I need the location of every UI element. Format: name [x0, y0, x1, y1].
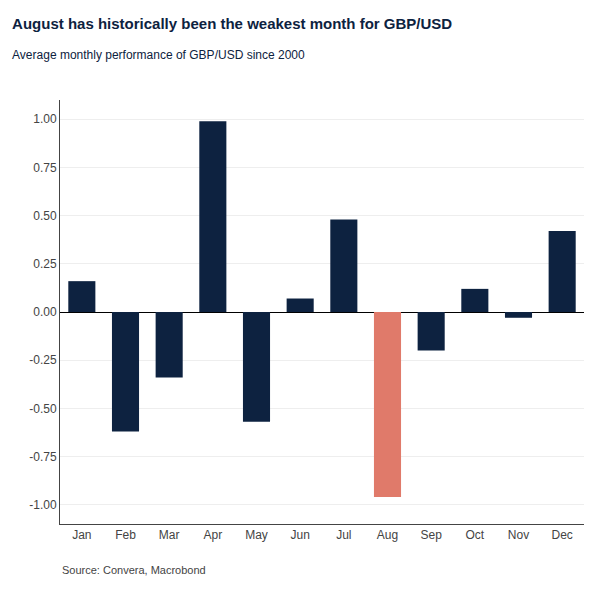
svg-text:0.00: 0.00: [33, 305, 57, 319]
svg-text:Sep: Sep: [420, 528, 442, 542]
svg-text:-0.50: -0.50: [29, 402, 57, 416]
svg-text:Average monthly performance of: Average monthly performance of GBP/USD s…: [12, 48, 305, 62]
svg-text:-1.00: -1.00: [29, 498, 57, 512]
svg-text:August has historically been t: August has historically been the weakest…: [12, 15, 452, 32]
svg-text:Jul: Jul: [336, 528, 351, 542]
svg-text:1.00: 1.00: [33, 112, 57, 126]
svg-text:Dec: Dec: [551, 528, 572, 542]
svg-text:Jun: Jun: [290, 528, 309, 542]
svg-text:Jan: Jan: [72, 528, 91, 542]
svg-text:-0.75: -0.75: [29, 450, 57, 464]
svg-text:Aug: Aug: [377, 528, 398, 542]
svg-text:Apr: Apr: [203, 528, 222, 542]
svg-text:Source: Convera, Macrobond: Source: Convera, Macrobond: [62, 564, 206, 576]
svg-text:Oct: Oct: [465, 528, 484, 542]
svg-text:May: May: [245, 528, 268, 542]
svg-text:0.25: 0.25: [33, 257, 57, 271]
svg-text:-0.25: -0.25: [29, 353, 57, 367]
svg-text:0.50: 0.50: [33, 209, 57, 223]
svg-text:0.75: 0.75: [33, 161, 57, 175]
svg-text:Feb: Feb: [115, 528, 136, 542]
svg-text:Nov: Nov: [508, 528, 529, 542]
svg-text:Mar: Mar: [159, 528, 180, 542]
